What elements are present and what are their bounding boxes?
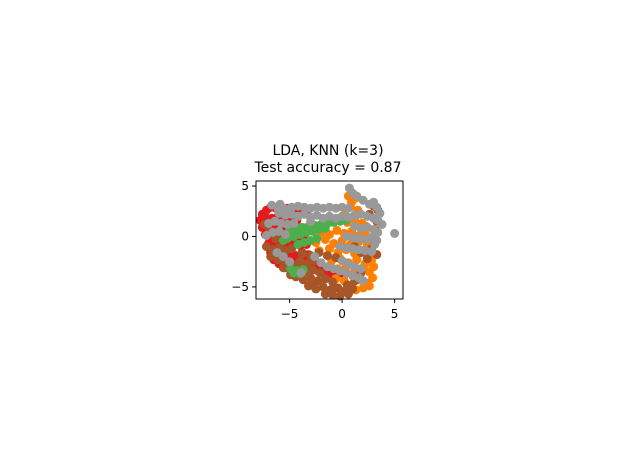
scatter-point xyxy=(368,273,378,283)
y-tick-label: −5 xyxy=(231,280,249,294)
scatter-point xyxy=(306,216,316,226)
y-tick-label: 0 xyxy=(241,229,249,243)
scatter-point xyxy=(297,249,307,259)
scatter-point xyxy=(308,279,318,289)
scatter-point xyxy=(312,234,322,243)
scatter-point xyxy=(320,289,330,299)
scatter-point xyxy=(320,235,330,244)
scatter-point xyxy=(308,265,318,275)
scatter-point xyxy=(369,262,379,272)
scatter-point xyxy=(275,199,285,209)
x-tick-label: 5 xyxy=(391,307,399,321)
scatter-point xyxy=(272,248,282,258)
scatter-point xyxy=(293,240,303,249)
scatter-point xyxy=(358,276,368,286)
scatter-point xyxy=(343,289,353,299)
scatter-point xyxy=(335,291,345,301)
scatter-point xyxy=(356,264,366,274)
scatter-point xyxy=(332,225,342,235)
scatter-point xyxy=(375,208,385,218)
axis-ticks: −5 0 5 −5 0 5 xyxy=(231,179,398,321)
scatter-point xyxy=(285,257,295,267)
scatter-point xyxy=(315,268,325,278)
scatter-point xyxy=(296,268,306,278)
scatter-point xyxy=(343,203,353,213)
scatter-point xyxy=(322,251,332,261)
x-tick-label: −5 xyxy=(281,307,299,321)
scatter-point xyxy=(373,227,383,237)
scatter-point xyxy=(364,281,374,291)
x-tick-label: 0 xyxy=(338,307,346,321)
scatter-point xyxy=(333,283,343,293)
scatter-point xyxy=(318,282,328,292)
chart-subtitle: Test accuracy = 0.87 xyxy=(254,160,402,176)
scatter-point xyxy=(328,277,338,287)
scatter-point xyxy=(310,252,320,262)
scatter-point xyxy=(342,280,352,290)
scatter-point xyxy=(325,244,334,254)
scatter-point xyxy=(295,257,305,267)
scatter-point xyxy=(316,258,326,268)
scatter-point xyxy=(320,274,330,284)
scatter-point xyxy=(280,230,290,239)
scatter-points xyxy=(255,183,400,301)
scatter-point xyxy=(328,290,338,300)
scatter-point xyxy=(370,240,380,249)
scatter-point xyxy=(320,223,330,233)
plot-frame xyxy=(255,180,404,300)
scatter-point xyxy=(390,228,400,238)
scatter-point xyxy=(377,219,387,229)
scatter-point xyxy=(362,254,372,264)
chart-title: LDA, KNN (k=3) xyxy=(272,143,383,159)
y-tick-label: 5 xyxy=(241,179,249,193)
scatter-point xyxy=(352,255,362,265)
scatter-point xyxy=(289,218,299,228)
scatter-point xyxy=(278,263,288,273)
scatter-point xyxy=(367,247,376,257)
